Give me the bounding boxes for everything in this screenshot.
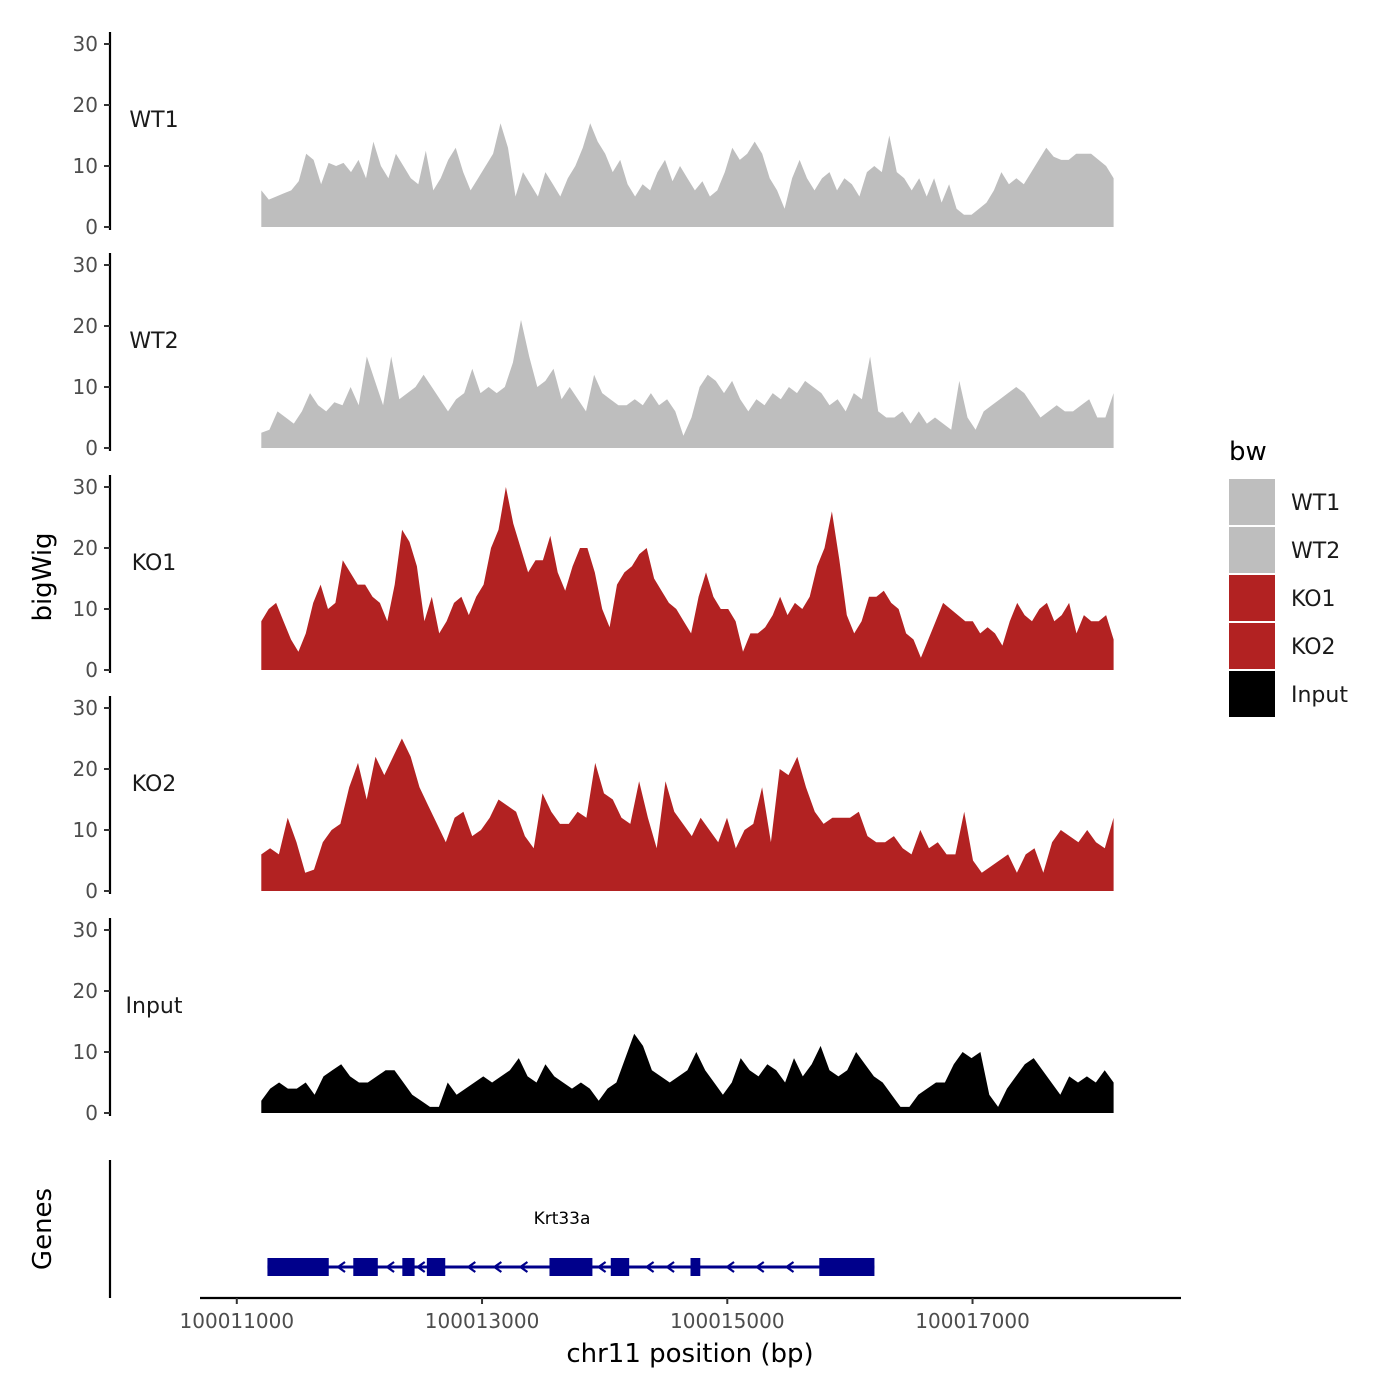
- y-tick-label: 30: [73, 696, 98, 720]
- x-axis-title: chr11 position (bp): [566, 1339, 813, 1369]
- coverage-area: [261, 319, 1114, 448]
- legend-label: WT2: [1291, 539, 1340, 564]
- strand-arrow: [385, 1261, 395, 1273]
- y-tick-label: 30: [73, 918, 98, 942]
- strand-arrow: [644, 1261, 655, 1273]
- strand-arrow: [784, 1261, 795, 1273]
- strand-arrow: [596, 1261, 607, 1273]
- y-tick-label: 10: [73, 154, 98, 178]
- y-tick-label: 0: [85, 436, 98, 460]
- track-ko1: 0 10 20 30 KO1: [73, 475, 1114, 682]
- y-tick-label: 30: [73, 253, 98, 277]
- x-tick-label: 100011000: [180, 1309, 295, 1333]
- strand-arrow: [754, 1261, 765, 1273]
- track-label: WT2: [129, 329, 178, 354]
- gene-exon: [690, 1258, 701, 1276]
- gene-name-label: Krt33a: [534, 1209, 591, 1229]
- gene-exon: [267, 1258, 329, 1276]
- y-tick-label: 10: [73, 1040, 98, 1064]
- track-input: 0 10 20 30 Input: [73, 918, 1114, 1125]
- gene-exon: [426, 1258, 446, 1276]
- legend-swatch: [1229, 527, 1275, 573]
- strand-arrow: [492, 1261, 503, 1273]
- y-tick-label: 20: [73, 536, 98, 560]
- gene-exon: [819, 1258, 875, 1276]
- legend-label: Input: [1291, 683, 1348, 708]
- track-ko2: 0 10 20 30 KO2: [73, 696, 1114, 903]
- gene-exon: [610, 1258, 630, 1276]
- y-tick-label: 0: [85, 1101, 98, 1125]
- strand-arrow: [518, 1261, 529, 1273]
- gene-exon: [549, 1258, 593, 1276]
- gene-panel-title: Genes: [28, 1188, 58, 1270]
- legend-swatch: [1229, 479, 1275, 525]
- coverage-area: [261, 738, 1114, 891]
- y-tick-label: 0: [85, 658, 98, 682]
- track-label: Input: [126, 994, 183, 1019]
- track-label: KO2: [132, 772, 177, 797]
- legend-label: KO1: [1291, 587, 1336, 612]
- coverage-area: [261, 1033, 1114, 1113]
- x-tick-label: 100017000: [915, 1309, 1030, 1333]
- legend-label: KO2: [1291, 635, 1336, 660]
- strand-arrow: [725, 1261, 735, 1273]
- legend-swatch: [1229, 575, 1275, 621]
- legend: WT1 WT2 KO1 KO2 Input: [1229, 479, 1348, 717]
- strand-arrow: [336, 1261, 346, 1273]
- tracks-layer: 0 10 20 30 WT1 0 10 20 30 WT2 0 10 20 30 KO1 0 10 20 30 KO2…: [73, 32, 1114, 1125]
- y-tick-label: 10: [73, 597, 98, 621]
- y-tick-label: 20: [73, 757, 98, 781]
- x-axis: 100011000 100013000 100015000 100017000: [180, 1296, 1181, 1333]
- strand-arrow: [415, 1261, 426, 1273]
- y-tick-label: 10: [73, 818, 98, 842]
- track-label: KO1: [132, 551, 177, 576]
- track-wt2: 0 10 20 30 WT2: [73, 253, 1114, 460]
- coverage-area: [261, 487, 1114, 670]
- legend-swatch: [1229, 671, 1275, 717]
- y-tick-label: 30: [73, 32, 98, 56]
- legend-title: bw: [1229, 437, 1267, 467]
- x-tick-label: 100015000: [670, 1309, 785, 1333]
- track-label: WT1: [129, 108, 178, 133]
- y-tick-label: 20: [73, 979, 98, 1003]
- legend-swatch: [1229, 623, 1275, 669]
- legend-label: WT1: [1291, 491, 1340, 516]
- track-wt1: 0 10 20 30 WT1: [73, 32, 1114, 239]
- y-tick-label: 30: [73, 475, 98, 499]
- y-tick-label: 0: [85, 879, 98, 903]
- x-tick-label: 100013000: [425, 1309, 540, 1333]
- strand-arrow: [466, 1261, 476, 1273]
- y-tick-label: 20: [73, 314, 98, 338]
- y-axis-title: bigWig: [28, 532, 58, 621]
- gene-exon: [353, 1258, 378, 1276]
- gene-track: [108, 1160, 875, 1298]
- coverage-area: [261, 123, 1114, 227]
- gene-exon: [402, 1258, 415, 1276]
- strand-arrow: [665, 1261, 675, 1273]
- y-tick-label: 0: [85, 215, 98, 239]
- y-tick-label: 10: [73, 375, 98, 399]
- y-tick-label: 20: [73, 93, 98, 117]
